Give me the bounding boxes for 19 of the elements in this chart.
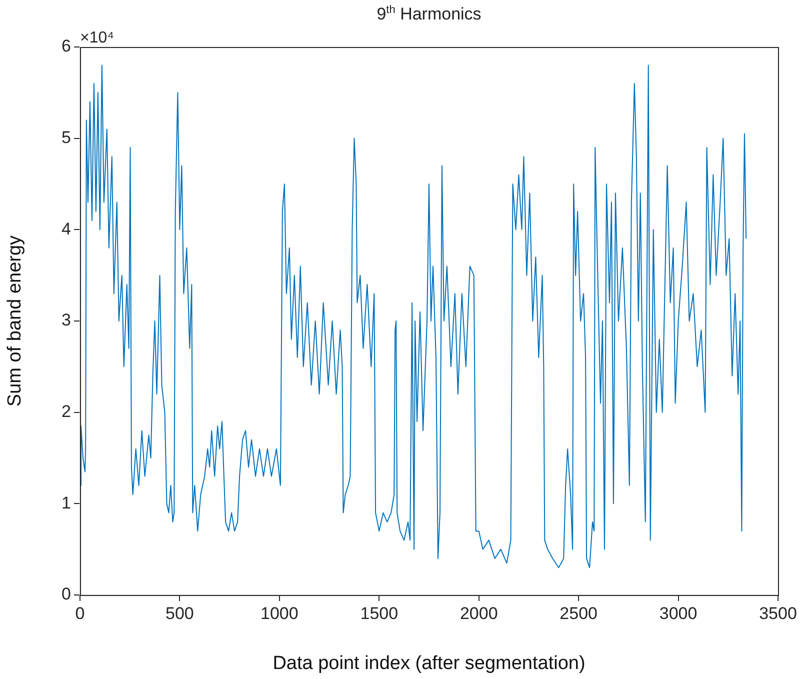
x-tick-label: 2000 [460, 604, 498, 623]
y-tick-label: 0 [62, 584, 71, 604]
y-tick-label: 4 [62, 219, 71, 238]
x-tick-label: 3500 [759, 604, 797, 623]
x-tick-label: 1500 [360, 604, 398, 623]
x-tick-label: 500 [166, 604, 194, 623]
x-tick-label: 3000 [659, 604, 698, 623]
y-tick-label: 5 [62, 128, 71, 148]
y-tick-label: 1 [62, 493, 71, 512]
y-tick-label: 3 [62, 310, 71, 330]
text: ×10⁴ [80, 29, 114, 46]
x-axis-title: Data point index (after segmentation) [272, 652, 586, 674]
chart-title: 9$^{th}$ Harmonics [376, 4, 482, 25]
y-tick-label: 6 [62, 36, 71, 56]
x-tick-label: 2500 [560, 604, 598, 623]
y-tick-label: 2 [62, 402, 71, 422]
x-tick-label: 1000 [260, 604, 298, 623]
x-tick-label: 0 [75, 604, 85, 623]
y-axis-title: Sum of band energy [4, 234, 26, 407]
